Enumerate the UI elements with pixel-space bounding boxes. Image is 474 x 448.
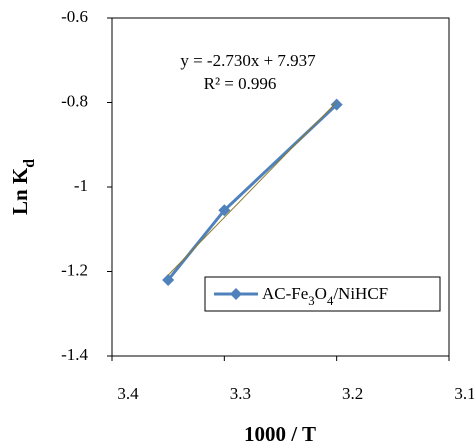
legend-label: AC-Fe3O4/NiHCF (262, 284, 388, 308)
trendline-equation: y = -2.730x + 7.937 (180, 51, 316, 70)
legend-marker (230, 288, 242, 300)
y-tick-label: -1.2 (61, 260, 88, 279)
y-tick-label: -1.4 (61, 345, 88, 364)
data-point (218, 204, 231, 217)
x-tick-label: 3.2 (342, 384, 363, 403)
y-axis-title: Ln Kd (8, 159, 38, 215)
data-point (330, 98, 343, 111)
y-tick-label: -1 (74, 176, 88, 195)
r-squared: R² = 0.996 (204, 74, 277, 93)
data-point (162, 273, 175, 286)
x-tick-label: 3.4 (117, 384, 139, 403)
x-axis-title: 1000 / T (244, 422, 316, 446)
y-tick-label: -0.8 (61, 91, 88, 110)
x-tick-label: 3.1 (454, 384, 474, 403)
trendline (167, 101, 338, 276)
x-tick-label: 3.3 (230, 384, 251, 403)
y-tick-label: -0.6 (61, 7, 88, 26)
series-line (166, 103, 338, 281)
